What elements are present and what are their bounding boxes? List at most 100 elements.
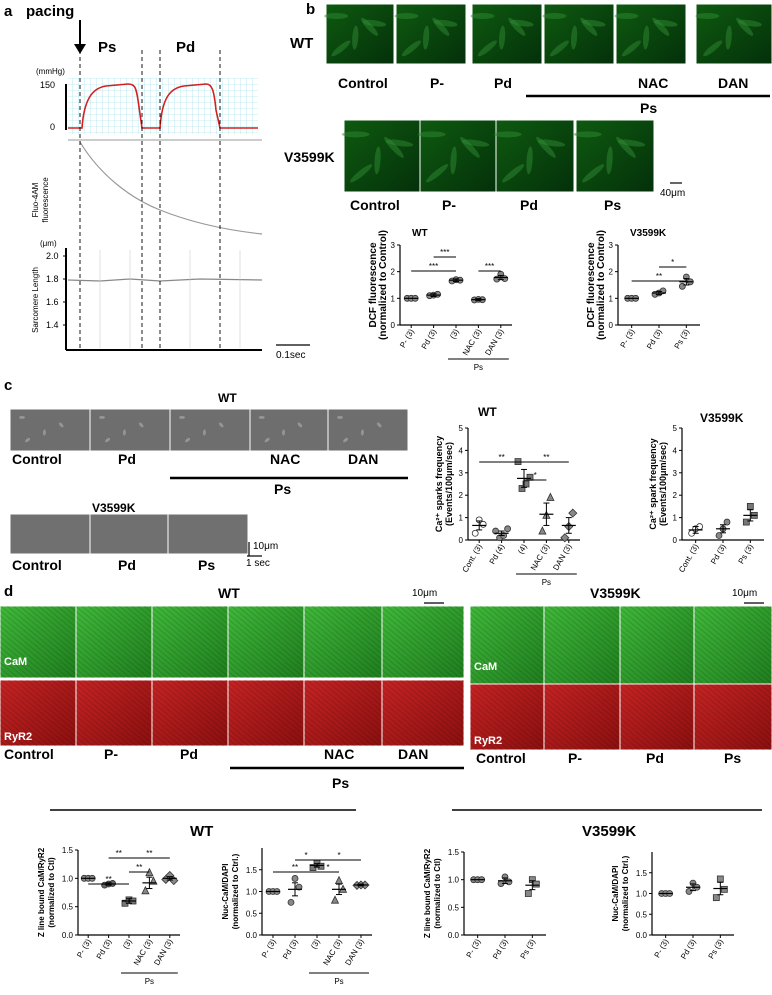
chart-x-tick-label: Ps (3) — [519, 937, 538, 960]
d-wt-lbl-nac: NAC — [324, 746, 354, 762]
d-stripes — [228, 606, 304, 678]
cell-shape — [542, 13, 567, 19]
sig-label: * — [337, 851, 340, 860]
c-v-label: V3599K — [92, 501, 136, 515]
chart-x-tick-label: Pd (3) — [420, 327, 439, 351]
sig-label: * — [304, 851, 307, 860]
sig-label: * — [534, 471, 537, 480]
b-wt-chart: WT 0 1 2 3 DCF fluorescence (normalized to Co… — [368, 228, 512, 372]
sl-tick-label: 1.4 — [46, 320, 59, 330]
c-wt-image-bg — [327, 408, 409, 452]
chart-y-tick-label: 1.5 — [246, 866, 258, 875]
data-point — [287, 898, 295, 906]
fluo-trace — [79, 141, 263, 235]
cell-shape — [42, 429, 46, 436]
c-v-image-bg — [89, 513, 169, 555]
d-v-ryr-image — [469, 683, 545, 751]
c-v-lbl-ps: Ps — [198, 557, 215, 573]
chart-y-tick-label: 0.5 — [62, 903, 74, 912]
data-point — [524, 890, 532, 897]
d-wt-cam-image — [0, 605, 77, 679]
chart-x-tick-label: Ps (3) — [707, 937, 726, 960]
chart-y-tick-label: 2 — [459, 491, 464, 500]
d-wt-ryr-image — [381, 679, 465, 747]
chart-y-label: Ca²⁺ sparks frequency — [434, 436, 444, 532]
c-wt-lbl-control: Control — [12, 451, 62, 467]
chart-y-tick-label: 0.5 — [246, 909, 258, 918]
chart-y-tick-label: 2 — [673, 491, 678, 500]
chart-y-tick-label: 2 — [391, 268, 396, 277]
d-v-cam-image — [469, 605, 545, 685]
b-v-lbl-control: Control — [350, 197, 400, 213]
sig-label: * — [671, 258, 674, 267]
cell-shape — [25, 437, 31, 443]
cell-shape — [58, 422, 64, 428]
cell-shape — [297, 422, 303, 428]
chart-y-tick-label: 1.5 — [636, 869, 648, 878]
chart-y-label: Nuc-CaM/DAPI — [611, 865, 620, 921]
d-v-label: V3599K — [590, 585, 641, 601]
b-v-lbl-pd: Pd — [520, 197, 538, 213]
chart-x-tick-label: Cont. (3) — [677, 542, 701, 574]
cell-shape — [331, 40, 351, 57]
c-scale-x-label: 1 sec — [246, 558, 270, 569]
c-v-image — [167, 513, 249, 555]
data-point — [715, 532, 723, 539]
b-v-image — [493, 119, 575, 193]
d-wt-cam-image — [227, 605, 305, 679]
sig-label: *** — [429, 262, 438, 271]
chart-y-label: DCF fluorescence — [368, 242, 379, 327]
d-stripes — [694, 684, 772, 750]
panel-a-letter: a — [4, 3, 13, 20]
cell-shape — [282, 429, 286, 436]
cell-shape — [401, 40, 421, 57]
d-v-ryr-image — [543, 683, 621, 751]
cell-shape — [738, 19, 762, 27]
chart-y-tick-label: 0.0 — [62, 931, 74, 940]
d-stripes — [382, 680, 464, 746]
chart-y-label: Z line bound CaM/RyR2 — [423, 848, 432, 938]
data-point — [471, 529, 479, 537]
c-wt-image-bg — [89, 408, 171, 452]
data-point — [295, 883, 303, 891]
c-wt-image — [89, 408, 171, 452]
cell-shape — [502, 164, 525, 183]
chart-y-tick-label: 3 — [459, 469, 464, 478]
cell-shape — [621, 40, 641, 57]
chart-y-tick-label: 1 — [673, 514, 678, 523]
chart-y-tick-label: 1.5 — [448, 848, 460, 857]
c-wt-image — [249, 408, 329, 452]
b-v-image — [417, 119, 499, 193]
c-wt-image — [327, 408, 409, 452]
b-wt-label: WT — [290, 35, 313, 52]
chart-x-tick-label: Pd (3) — [281, 937, 300, 961]
chart-y-tick-label: 5 — [459, 424, 464, 433]
data-point — [723, 518, 731, 526]
d-stripes — [470, 684, 544, 750]
b-v-image-bg — [575, 119, 655, 193]
c-v-image-bg — [167, 513, 249, 555]
sl-tick-label: 1.8 — [46, 274, 59, 284]
d-wt-lbl-p: P- — [104, 746, 118, 762]
cell-shape — [374, 146, 381, 175]
d-v-lbl-control: Control — [476, 750, 526, 766]
c-v-image — [9, 513, 91, 555]
c-wt-image-bg — [9, 408, 91, 452]
cell-shape — [122, 429, 126, 436]
chart-y-label: (normalized to Ctl) — [47, 857, 56, 928]
d-wt-lbl-control: Control — [4, 746, 54, 762]
d-wt-cam-tag: CaM — [4, 656, 27, 668]
b-v-lbl-ps: Ps — [604, 197, 621, 213]
cell-shape — [581, 19, 606, 27]
cell-shape — [218, 422, 224, 428]
b-v-image-bg — [495, 119, 575, 193]
cell-shape — [426, 164, 449, 183]
data-point — [685, 888, 693, 895]
cell-shape — [185, 437, 191, 443]
d-stripes — [620, 684, 694, 750]
sl-trace — [67, 278, 263, 282]
chart-y-tick-label: 1 — [459, 514, 464, 523]
data-point — [141, 885, 150, 895]
chart-y-label: (normalized to Control) — [378, 230, 389, 340]
d-v-cam-image — [543, 605, 621, 685]
